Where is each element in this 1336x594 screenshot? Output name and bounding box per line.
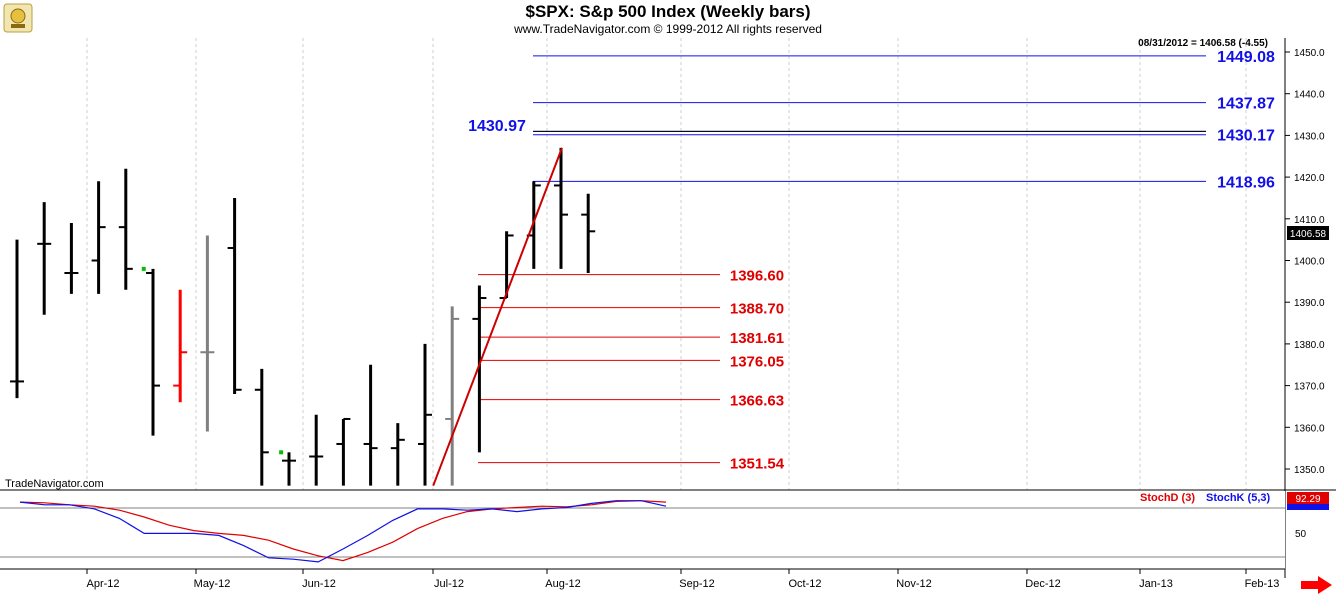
- stochd-line: [19, 500, 667, 562]
- ohlc-bar: [472, 285, 487, 453]
- chart-title: $SPX: S&p 500 Index (Weekly bars): [525, 2, 810, 21]
- last-bar-info: 08/31/2012 = 1406.58 (-4.55): [1138, 38, 1268, 49]
- trendline-segment: [432, 147, 563, 487]
- ohlc-bar: [336, 417, 351, 486]
- stoch-tick-50: 50: [1295, 529, 1307, 540]
- month-label: Oct-12: [788, 578, 821, 590]
- price-tick-label: 1400.0: [1294, 257, 1325, 268]
- price-tick-label: 1360.0: [1294, 423, 1325, 434]
- ohlc-bar: [554, 147, 568, 269]
- month-label: Nov-12: [896, 578, 931, 590]
- ohlc-bar: [254, 368, 269, 486]
- ohlc-bar: [200, 235, 215, 432]
- ohlc-bar: [173, 289, 188, 403]
- month-label: Dec-12: [1025, 578, 1060, 590]
- stochk-legend: StochK (5,3): [1206, 492, 1271, 504]
- support-label: 1381.61: [730, 330, 784, 347]
- price-tick-label: 1440.0: [1294, 90, 1325, 101]
- stochastic-lines: [19, 500, 667, 563]
- month-label: Apr-12: [86, 578, 119, 590]
- ohlc-bar: [64, 222, 79, 294]
- price-bars: [10, 147, 596, 486]
- stochd-legend: StochD (3): [1140, 492, 1195, 504]
- ohlc-bar: [37, 202, 52, 315]
- price-tick-label: 1390.0: [1294, 298, 1325, 309]
- ohlc-bar: [445, 306, 460, 486]
- stochastic-panel[interactable]: [0, 491, 1285, 569]
- date-axis: Apr-12 May-12 Jun-12 Jul-12 Aug-12 Sep-12 Oct-…: [86, 569, 1279, 590]
- price-tick-label: 1380.0: [1294, 340, 1325, 351]
- resistance-label: 1430.97: [468, 118, 526, 135]
- month-label: May-12: [194, 578, 231, 590]
- month-label: Jul-12: [434, 578, 464, 590]
- signal-marker: [141, 266, 146, 271]
- resistance-label: 1437.87: [1217, 96, 1275, 113]
- ohlc-bar: [146, 268, 160, 436]
- support-label: 1351.54: [730, 456, 785, 473]
- stochk-line: [19, 500, 667, 563]
- svg-text:92.29: 92.29: [1295, 494, 1320, 505]
- month-label: Jun-12: [302, 578, 336, 590]
- support-label: 1366.63: [730, 393, 784, 410]
- ohlc-bar: [309, 414, 324, 486]
- scroll-right-arrow-icon[interactable]: [1301, 576, 1332, 594]
- ohlc-bar: [390, 423, 405, 486]
- ohlc-bar: [363, 364, 378, 486]
- ohlc-bar: [282, 452, 296, 486]
- ohlc-bar: [418, 343, 432, 486]
- support-label: 1376.05: [730, 353, 784, 370]
- ohlc-bar: [118, 168, 133, 290]
- price-tick-label: 1430.0: [1294, 131, 1325, 142]
- ohlc-bar: [227, 197, 242, 394]
- month-label: Feb-13: [1245, 578, 1280, 590]
- support-label: 1396.60: [730, 268, 784, 285]
- resistance-label: 1418.96: [1217, 174, 1275, 191]
- price-axis: 1350.0 1360.0 1370.0 1380.0 1390.0 1400.0 1410…: [1285, 48, 1325, 476]
- month-label: Sep-12: [679, 578, 714, 590]
- month-label: Jan-13: [1139, 578, 1173, 590]
- ohlc-bar: [581, 193, 596, 274]
- copyright-text: www.TradeNavigator.com © 1999-2012 All r…: [513, 22, 822, 36]
- resistance-label: 1430.17: [1217, 128, 1275, 145]
- signal-marker: [279, 450, 284, 455]
- price-tick-label: 1370.0: [1294, 382, 1325, 393]
- ohlc-bar: [91, 181, 106, 294]
- svg-text:1406.58: 1406.58: [1290, 229, 1327, 240]
- price-tick-label: 1410.0: [1294, 215, 1325, 226]
- price-tick-label: 1420.0: [1294, 173, 1325, 184]
- trendline[interactable]: [432, 147, 563, 487]
- price-tick-label: 1350.0: [1294, 465, 1325, 476]
- watermark-text: TradeNavigator.com: [5, 478, 104, 490]
- price-panel[interactable]: [0, 38, 1285, 490]
- fib-levels[interactable]: 1396.60 1388.70 1381.61 1376.05 1366.63 1351.…: [468, 49, 1275, 473]
- price-tick-label: 1450.0: [1294, 48, 1325, 59]
- stoch-last-label: 92.29: [1287, 492, 1329, 510]
- last-price-label: 1406.58: [1287, 226, 1329, 240]
- month-label: Aug-12: [545, 578, 580, 590]
- logo-icon: [3, 3, 33, 33]
- resistance-label: 1449.08: [1217, 49, 1275, 66]
- support-label: 1388.70: [730, 301, 784, 318]
- ohlc-bar: [10, 239, 24, 399]
